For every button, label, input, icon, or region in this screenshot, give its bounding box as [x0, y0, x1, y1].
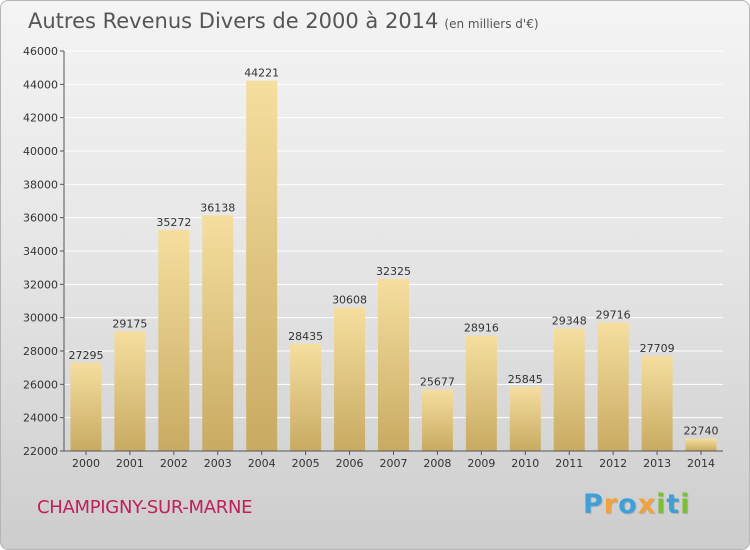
y-tick-label: 46000 [23, 45, 58, 58]
y-tick-label: 30000 [23, 312, 58, 325]
data-label: 29175 [112, 317, 147, 330]
data-label: 29716 [596, 308, 631, 321]
bar-2006 [334, 307, 366, 451]
x-tick-label: 2005 [292, 457, 320, 470]
value-labels: 27295 29175 35272 36138 44221 28435 30608 32325… [68, 67, 718, 438]
x-tick-label: 2001 [116, 457, 144, 470]
y-tick-label: 34000 [23, 245, 58, 258]
x-tick-label: 2008 [423, 457, 451, 470]
bar-2000 [70, 362, 102, 451]
proxiti-logo[interactable]: Proxiti [583, 489, 691, 520]
x-tick-label: 2003 [204, 457, 232, 470]
axes: 22000 24000 26000 28000 30000 32000 34000 36000… [23, 45, 723, 470]
x-tick-label: 2007 [380, 457, 408, 470]
bar-2002 [158, 229, 190, 451]
data-label: 27709 [640, 342, 675, 355]
chart-title: Autres Revenus Divers de 2000 à 2014 (en … [28, 9, 539, 33]
bars [70, 80, 717, 452]
data-label: 22740 [684, 425, 719, 438]
data-label: 30608 [332, 294, 367, 307]
x-tick-label: 2004 [248, 457, 276, 470]
bar-2003 [202, 215, 234, 451]
bar-2010 [509, 386, 541, 451]
data-label: 36138 [200, 201, 235, 214]
bar-2004 [246, 80, 278, 452]
y-tick-label: 36000 [23, 212, 58, 225]
data-label: 32325 [376, 265, 411, 278]
logo-letter: o [618, 489, 638, 520]
bar-2009 [465, 335, 497, 451]
y-tick-label: 26000 [23, 378, 58, 391]
data-label: 29348 [552, 315, 587, 328]
x-tick-label: 2002 [160, 457, 188, 470]
y-tick-label: 44000 [23, 78, 58, 91]
logo-letter: P [583, 489, 604, 520]
data-label: 35272 [156, 216, 191, 229]
logo-letter: i [680, 489, 691, 520]
y-tick-label: 22000 [23, 445, 58, 458]
location-name: CHAMPIGNY-SUR-MARNE [37, 497, 253, 518]
y-tick-label: 32000 [23, 278, 58, 291]
bar-2008 [421, 389, 453, 451]
y-tick-label: 38000 [23, 178, 58, 191]
logo-letter: i [656, 489, 667, 520]
y-tick-label: 42000 [23, 112, 58, 125]
data-label: 25677 [420, 376, 455, 389]
bar-2007 [378, 278, 409, 451]
bar-2013 [641, 355, 673, 451]
y-tick-label: 40000 [23, 145, 58, 158]
logo-letter: x [637, 489, 657, 520]
x-tick-label: 2012 [599, 457, 627, 470]
title-main: Autres Revenus Divers de 2000 à 2014 [28, 9, 439, 33]
bar-chart: 27295 29175 35272 36138 44221 28435 30608 32325… [23, 45, 723, 470]
x-tick-label: 2009 [467, 457, 495, 470]
data-label: 28916 [464, 322, 499, 335]
title-unit: (en milliers d'€) [444, 17, 539, 31]
bar-2005 [290, 343, 322, 451]
data-label: 25845 [508, 373, 543, 386]
x-tick-label: 2011 [555, 457, 583, 470]
x-tick-label: 2006 [336, 457, 364, 470]
y-tick-label: 28000 [23, 345, 58, 358]
bar-2001 [114, 331, 146, 451]
logo-letter: t [666, 489, 681, 520]
data-label: 44221 [244, 67, 279, 80]
x-tick-label: 2010 [511, 457, 539, 470]
bar-2011 [553, 328, 585, 451]
logo-letter: r [603, 489, 619, 520]
y-tick-label: 24000 [23, 412, 58, 425]
x-tick-label: 2013 [643, 457, 671, 470]
x-tick-label: 2014 [687, 457, 715, 470]
bar-2014 [685, 438, 717, 451]
data-label: 28435 [288, 330, 323, 343]
x-tick-label: 2000 [72, 457, 100, 470]
bar-2012 [597, 322, 629, 451]
data-label: 27295 [68, 349, 103, 362]
